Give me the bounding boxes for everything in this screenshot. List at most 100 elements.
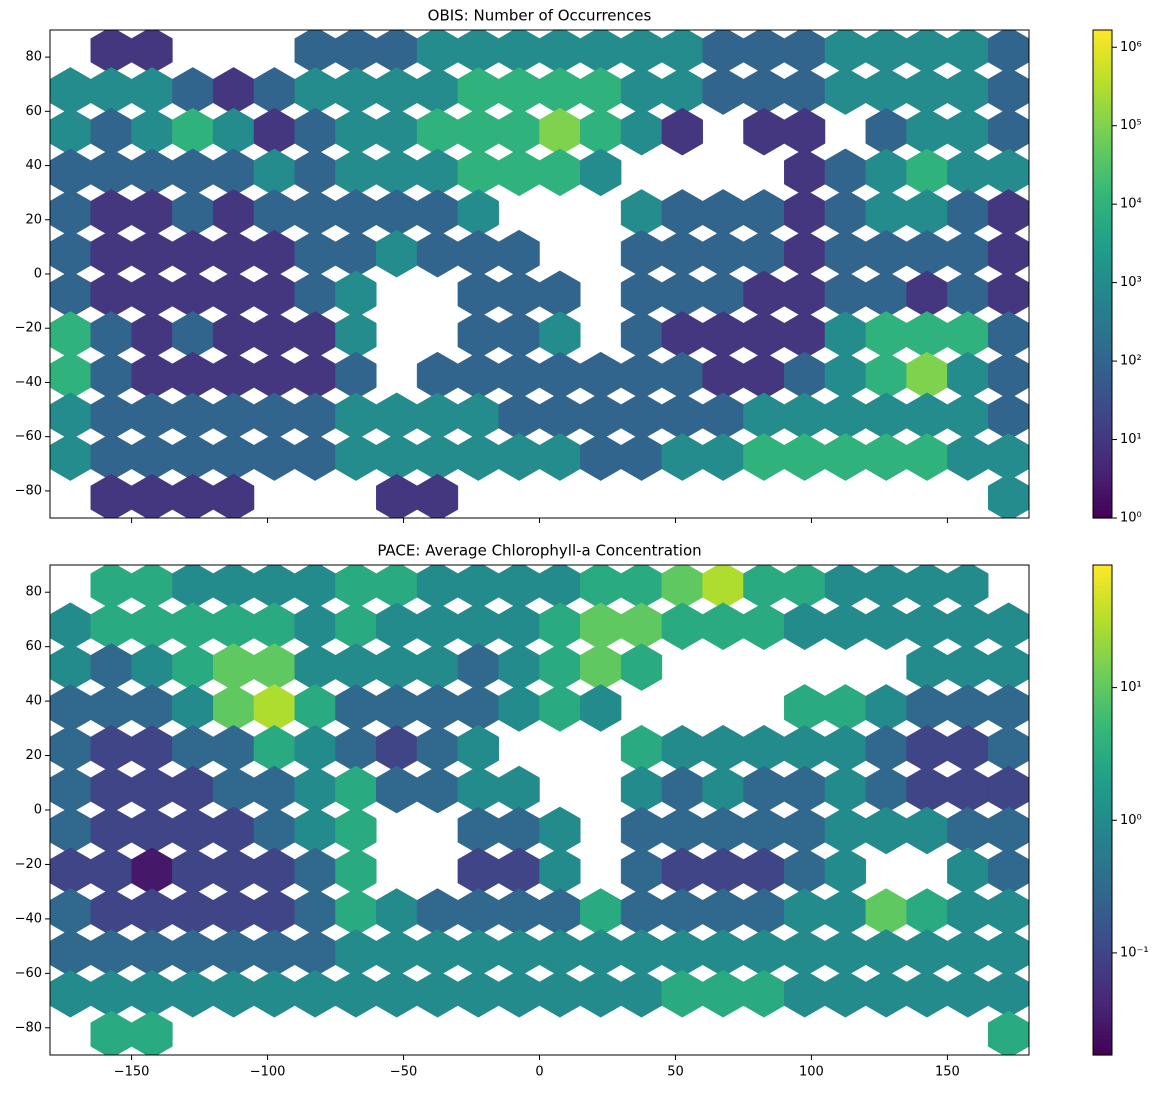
colorbar-segment xyxy=(1093,801,1112,807)
colorbar-segment xyxy=(1093,977,1112,983)
hex-bin xyxy=(661,806,703,855)
hex-bin xyxy=(212,969,255,1018)
colorbar-segment xyxy=(1093,765,1112,770)
hex-bin xyxy=(457,888,499,936)
hex-bin xyxy=(253,148,295,197)
hex-bin xyxy=(865,107,907,156)
hex-bin xyxy=(702,311,744,359)
hex-bin xyxy=(50,969,92,1018)
colorbar-segment xyxy=(1093,314,1112,320)
colorbar-tick-label: 10⁴ xyxy=(1120,197,1142,212)
hex-bin xyxy=(620,806,663,855)
colorbar-segment xyxy=(1093,34,1112,39)
hex-bin xyxy=(457,565,499,610)
y-tick-label: 40 xyxy=(25,694,42,709)
colorbar-segment xyxy=(1093,330,1112,336)
hex-bin xyxy=(294,311,336,359)
hex-bin xyxy=(784,392,826,441)
hex-bin xyxy=(620,67,663,115)
hex-bin xyxy=(335,270,377,319)
colorbar-segment xyxy=(1093,408,1112,413)
colorbar-segment xyxy=(1093,830,1112,836)
hex-bin xyxy=(212,847,255,896)
hex-bin xyxy=(172,473,214,518)
hex-bin xyxy=(987,806,1029,855)
hex-bin xyxy=(90,433,132,481)
colorbar-segment xyxy=(1093,465,1112,470)
colorbar-segment xyxy=(1093,997,1112,1003)
hex-bin xyxy=(702,765,744,814)
colorbar-segment xyxy=(1093,707,1112,713)
colorbar-segment xyxy=(1093,217,1112,222)
hex-bin xyxy=(784,969,826,1018)
hex-bin xyxy=(865,311,907,359)
colorbar-segment xyxy=(1093,143,1112,149)
hex-bin xyxy=(498,969,540,1018)
hex-bin xyxy=(376,602,418,651)
hex-bin xyxy=(172,602,214,651)
hex-bin xyxy=(50,765,92,814)
colorbar-segment xyxy=(1093,339,1112,344)
hex-bin xyxy=(702,724,744,773)
hex-bin xyxy=(865,969,907,1018)
colorbar-segment xyxy=(1093,1001,1112,1007)
hex-bin xyxy=(580,565,622,610)
hex-bin xyxy=(661,888,703,936)
hex-bin xyxy=(457,107,499,156)
hex-bin xyxy=(90,30,132,75)
colorbar-segment xyxy=(1093,667,1112,672)
hex-bin xyxy=(620,392,663,441)
colorbar-segment xyxy=(1093,95,1112,100)
hex-bin xyxy=(580,67,622,115)
hex-bin xyxy=(172,67,214,115)
hex-bin xyxy=(172,107,214,156)
hex-bin xyxy=(294,565,336,610)
hex-bin xyxy=(906,433,948,481)
colorbar-segment xyxy=(1093,1010,1112,1015)
colorbar-segment xyxy=(1093,940,1112,946)
x-tick-label: 0 xyxy=(535,1065,543,1080)
colorbar-segment xyxy=(1093,127,1112,133)
colorbar-segment xyxy=(1093,391,1112,397)
hex-bin xyxy=(335,148,377,197)
hex-bin xyxy=(90,684,132,732)
hex-bin xyxy=(784,311,826,359)
hex-bin xyxy=(457,724,499,773)
colorbar-segment xyxy=(1093,752,1112,758)
hex-bin xyxy=(784,847,826,896)
hex-bin xyxy=(498,929,540,977)
colorbar-segment xyxy=(1093,375,1112,381)
colorbar-segment xyxy=(1093,695,1112,701)
colorbar-segment xyxy=(1093,119,1112,125)
y-tick-label: −80 xyxy=(15,1020,42,1035)
hex-bin xyxy=(172,565,214,610)
x-tick-label: −50 xyxy=(390,1065,417,1080)
hex-bin xyxy=(335,67,377,115)
hex-bin xyxy=(906,565,948,610)
hex-bin xyxy=(90,929,132,977)
hex-bin xyxy=(416,392,459,441)
hex-bin xyxy=(416,189,459,237)
hex-bin xyxy=(457,847,499,896)
colorbar-segment xyxy=(1093,887,1112,893)
hex-bin xyxy=(906,929,948,977)
colorbar-segment xyxy=(1093,703,1112,709)
hex-bin xyxy=(987,311,1029,359)
colorbar-segment xyxy=(1093,728,1112,734)
hex-bin xyxy=(376,107,418,156)
colorbar-segment xyxy=(1093,452,1112,458)
hex-bin xyxy=(498,30,540,75)
hex-bin xyxy=(620,107,663,156)
colorbar-segment xyxy=(1093,310,1112,316)
hex-bin xyxy=(498,847,540,896)
colorbar-segment xyxy=(1093,740,1112,746)
hex-bin xyxy=(376,929,418,977)
colorbar-segment xyxy=(1093,436,1112,442)
colorbar-segment xyxy=(1093,969,1112,974)
hex-bin xyxy=(743,351,785,400)
colorbar-segment xyxy=(1093,724,1112,729)
colorbar-segment xyxy=(1093,1046,1112,1052)
hex-bin xyxy=(90,806,132,855)
hex-bin xyxy=(620,270,663,319)
colorbar-segment xyxy=(1093,249,1112,255)
